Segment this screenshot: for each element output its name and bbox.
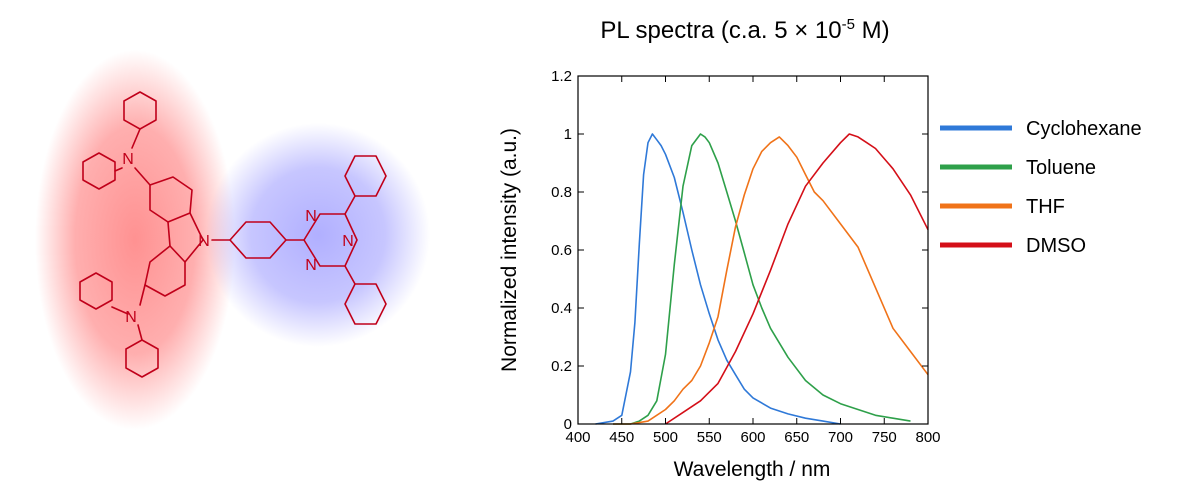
molecule-structure: N N N N N N: [35, 50, 430, 430]
series-line-toluene: [613, 133, 911, 425]
atom-n-triazine-1: N: [305, 208, 317, 225]
y-tick-label: 0.8: [551, 184, 572, 201]
atom-n-carbazole: N: [198, 233, 210, 250]
x-tick-label: 500: [653, 429, 678, 446]
x-tick-label: 400: [565, 429, 590, 446]
y-tick-label: 0.2: [551, 358, 572, 375]
y-tick-label: 0.6: [551, 242, 572, 259]
chart-title-suffix: M): [855, 17, 890, 44]
x-tick-label: 700: [828, 429, 853, 446]
chart-title-main: PL spectra (c.a. 5 × 10: [600, 17, 841, 44]
legend-label-toluene: Toluene: [1026, 157, 1096, 179]
x-axis-ticks: 400 450 500 550 600 650 700 750 800: [565, 76, 941, 446]
atom-n-triazine-3: N: [305, 257, 317, 274]
x-tick-label: 750: [872, 429, 897, 446]
chart-title: PL spectra (c.a. 5 × 10-5 M): [600, 16, 889, 44]
x-tick-label: 650: [784, 429, 809, 446]
chart-title-exponent: -5: [842, 16, 855, 33]
x-axis-label: Wavelength / nm: [674, 458, 831, 481]
legend-label-cyclohexane: Cyclohexane: [1026, 118, 1142, 140]
donor-glow: [35, 50, 235, 430]
molecule-bonds: [79, 91, 387, 378]
y-tick-label: 0: [564, 416, 572, 433]
atom-n-triazine-2: N: [342, 233, 354, 250]
legend-label-thf: THF: [1026, 196, 1065, 218]
y-tick-label: 1: [564, 126, 572, 143]
legend-label-dmso: DMSO: [1026, 235, 1086, 257]
atom-n-bottom: N: [125, 309, 137, 326]
y-tick-label: 1.2: [551, 68, 572, 85]
x-tick-label: 800: [915, 429, 940, 446]
series-line-dmso: [665, 133, 929, 425]
y-axis-ticks: 0 0.2 0.4 0.6 0.8 1 1.2: [551, 68, 928, 433]
molecule-atom-labels: N N N N N N: [122, 151, 354, 326]
y-tick-label: 0.4: [551, 300, 572, 317]
chart-legend: Cyclohexane Toluene THF DMSO: [940, 118, 1142, 257]
plot-area: [577, 75, 929, 425]
x-tick-label: 550: [697, 429, 722, 446]
acceptor-glow: [206, 123, 430, 347]
x-tick-label: 450: [609, 429, 634, 446]
pl-spectra-chart: PL spectra (c.a. 5 × 10-5 M) 400 450 500 55…: [498, 16, 1142, 481]
y-axis-label: Normalized intensity (a.u.): [498, 128, 521, 372]
series-line-cyclohexane: [595, 133, 841, 425]
x-tick-label: 600: [740, 429, 765, 446]
atom-n-top: N: [122, 151, 134, 168]
series-line-thf: [613, 136, 929, 425]
